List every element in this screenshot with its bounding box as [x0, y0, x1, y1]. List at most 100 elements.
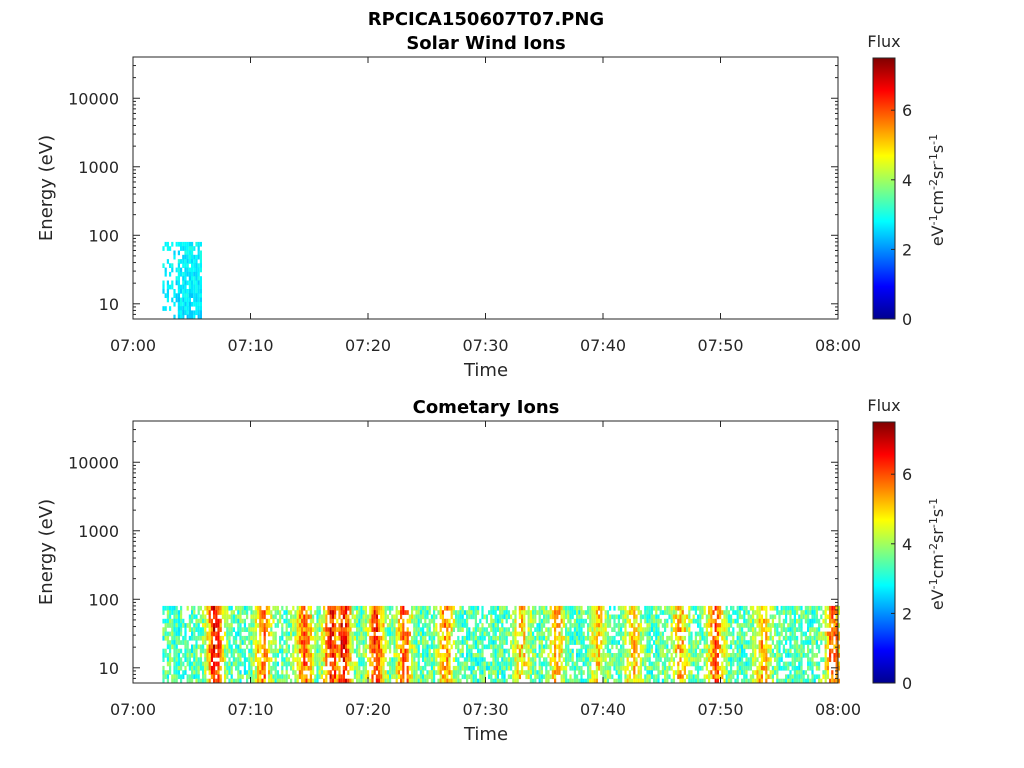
heatmap-cell [675, 648, 678, 654]
heatmap-cell [369, 657, 372, 662]
heatmap-cell [765, 623, 768, 628]
heatmap-cell [166, 623, 169, 628]
heatmap-cell [162, 263, 165, 268]
heatmap-cell [243, 627, 246, 632]
heatmap-cell [532, 648, 535, 654]
heatmap-cell [195, 241, 198, 247]
heatmap-cell [584, 661, 587, 667]
heatmap-cell [569, 605, 572, 611]
heatmap-cell [532, 614, 535, 620]
heatmap-cell [305, 665, 308, 671]
heatmap-cell [573, 665, 576, 671]
heatmap-cell [180, 605, 183, 611]
heatmap-cell [173, 605, 176, 611]
heatmap-cell [505, 605, 508, 611]
heatmap-cell [538, 610, 541, 615]
heatmap-cell [703, 623, 706, 628]
heatmap-cell [316, 653, 319, 658]
heatmap-cell [417, 614, 420, 620]
heatmap-cell [413, 631, 416, 637]
heatmap-cell [259, 614, 262, 620]
heatmap-cell [714, 635, 717, 641]
heatmap-cell [441, 644, 444, 650]
heatmap-cell [793, 635, 796, 641]
heatmap-cell [609, 665, 612, 671]
heatmap-cell [375, 648, 378, 654]
heatmap-cell [600, 627, 603, 632]
heatmap-cell [501, 627, 504, 632]
heatmap-cell [226, 674, 229, 680]
heatmap-cell [518, 610, 521, 615]
heatmap-cell [789, 635, 792, 641]
heatmap-cell [338, 670, 341, 675]
heatmap-cell [765, 661, 768, 667]
heatmap-cell [668, 657, 671, 662]
heatmap-cell [503, 661, 506, 667]
heatmap-cell [670, 610, 673, 615]
heatmap-cell [268, 605, 271, 611]
heatmap-cell [358, 665, 361, 671]
heatmap-cell [292, 661, 295, 667]
heatmap-cell [657, 665, 660, 671]
heatmap-cell [237, 657, 240, 662]
heatmap-cell [184, 623, 187, 628]
heatmap-cell [400, 674, 403, 680]
heatmap-cell [589, 670, 592, 675]
heatmap-cell [760, 678, 763, 684]
heatmap-cell [798, 670, 801, 675]
heatmap-cell [598, 665, 601, 671]
heatmap-cell [802, 631, 805, 637]
heatmap-cell [670, 653, 673, 658]
heatmap-cell [549, 610, 552, 615]
heatmap-cell [166, 657, 169, 662]
heatmap-cell [395, 644, 398, 650]
heatmap-cell [197, 314, 200, 320]
heatmap-cell [644, 610, 647, 615]
heatmap-cell [285, 648, 288, 654]
heatmap-cell [540, 648, 543, 654]
heatmap-cell [734, 610, 737, 615]
heatmap-cell [635, 657, 638, 662]
heatmap-cell [494, 644, 497, 650]
heatmap-cell [697, 644, 700, 650]
heatmap-cell [219, 678, 222, 684]
heatmap-cell [327, 653, 330, 658]
heatmap-cell [738, 614, 741, 620]
heatmap-cell [369, 614, 372, 620]
heatmap-cell [248, 635, 251, 641]
heatmap-cell [686, 657, 689, 662]
heatmap-cell [653, 665, 656, 671]
heatmap-cell [232, 653, 235, 658]
heatmap-cell [171, 297, 174, 303]
heatmap-cell [360, 674, 363, 680]
heatmap-cell [188, 618, 191, 624]
heatmap-cell [250, 648, 253, 654]
heatmap-cell [584, 678, 587, 684]
heatmap-cell [301, 661, 304, 667]
heatmap-cell [417, 665, 420, 671]
heatmap-cell [362, 678, 365, 684]
heatmap-cell [358, 614, 361, 620]
heatmap-cell [824, 648, 827, 654]
heatmap-cell [406, 670, 409, 675]
heatmap-cell [336, 635, 339, 641]
heatmap-cell [547, 610, 550, 615]
heatmap-cell [591, 657, 594, 662]
heatmap-cell [580, 674, 583, 680]
heatmap-cell [323, 605, 326, 611]
heatmap-cell [318, 605, 321, 611]
heatmap-cell [534, 644, 537, 650]
heatmap-cell [589, 627, 592, 632]
heatmap-cell [323, 614, 326, 620]
heatmap-cell [477, 653, 480, 658]
heatmap-cell [620, 665, 623, 671]
heatmap-cell [622, 605, 625, 611]
heatmap-cell [560, 631, 563, 637]
heatmap-cell [811, 605, 814, 611]
heatmap-cell [371, 644, 374, 650]
heatmap-cell [655, 657, 658, 662]
heatmap-cell [613, 653, 616, 658]
heatmap-cell [809, 635, 812, 641]
heatmap-cell [545, 657, 548, 662]
heatmap-cell [430, 678, 433, 684]
